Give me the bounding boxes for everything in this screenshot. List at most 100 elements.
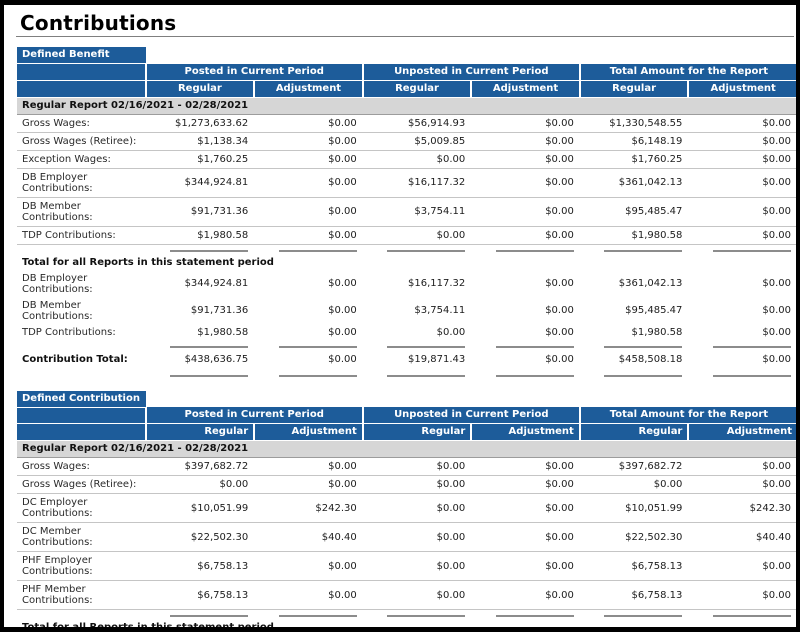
blank-header-cell [17, 80, 146, 98]
amount-cell: $0.00 [688, 475, 796, 494]
total-rule [495, 615, 574, 617]
amount-cell: $0.00 [362, 457, 472, 476]
totals-heading: Total for all Reports in this statement … [22, 622, 274, 632]
amount-cell: $0.00 [328, 305, 357, 316]
section-tab-defined-contribution: Defined Contribution [17, 390, 146, 408]
section-tab-defined-benefit: Defined Benefit [17, 47, 146, 64]
amount-cell: $0.00 [362, 150, 472, 169]
amount-cell: $0.00 [688, 114, 796, 133]
sub-header-regular: Regular [361, 80, 472, 98]
amount-cell: $1,760.25 [145, 150, 255, 169]
totals-heading-row: Total for all Reports in this statement … [17, 619, 796, 632]
table-row: DC Employer Contributions: $10,051.99 $2… [17, 493, 796, 523]
amount-cell: $1,980.58 [631, 326, 683, 338]
amount-cell: $0.00 [362, 493, 472, 523]
row-label: DC Member Contributions: [17, 522, 146, 552]
amount-cell: $0.00 [471, 522, 580, 552]
total-rule [278, 345, 357, 348]
amount-cell: $0.00 [579, 475, 689, 494]
blank-header-cell [17, 407, 146, 424]
total-rule [604, 249, 683, 252]
table-row: Exception Wages: $1,760.25 $0.00 $0.00 $… [17, 150, 796, 169]
amount-cell: $0.00 [254, 168, 363, 198]
row-label: Gross Wages: [17, 457, 146, 476]
amount-cell: $0.00 [254, 551, 363, 581]
total-rule [495, 249, 574, 252]
amount-cell: $1,980.58 [197, 326, 249, 338]
sub-header-adjustment: Adjustment [470, 423, 580, 441]
table-gap [4, 379, 796, 391]
amount-cell: $0.00 [362, 580, 472, 610]
amount-cell: $0.00 [762, 278, 791, 289]
amount-cell: $56,914.93 [362, 114, 472, 133]
group-header-row: Posted in Current Period Unposted in Cur… [17, 63, 796, 81]
total-table-row: DB Member Contributions: $91,731.36 $0.0… [17, 298, 796, 325]
total-rule [278, 249, 357, 252]
sub-header-row: Regular Adjustment Regular Adjustment Re… [17, 80, 796, 98]
amount-cell: $95,485.47 [625, 305, 683, 316]
table-row: Gross Wages: $1,273,633.62 $0.00 $56,914… [17, 114, 796, 133]
amount-cell: $0.00 [362, 226, 472, 245]
amount-cell: $0.00 [688, 580, 796, 610]
row-label: DB Member Contributions: [17, 197, 146, 227]
sub-header-adjustment: Adjustment [253, 423, 363, 441]
amount-cell: $5,009.85 [362, 132, 472, 151]
sub-header-adjustment: Adjustment [470, 80, 580, 98]
amount-cell: $0.00 [254, 580, 363, 610]
amount-cell: $0.00 [471, 580, 580, 610]
amount-cell: $3,754.11 [414, 305, 466, 316]
total-rule [713, 345, 791, 348]
report-band: Regular Report 02/16/2021 - 02/28/2021 [17, 440, 796, 458]
amount-cell: $0.00 [254, 114, 363, 133]
table-row: TDP Contributions: $1,980.58 $0.00 $0.00… [17, 226, 796, 245]
amount-cell: $0.00 [545, 278, 574, 289]
sub-header-regular: Regular [578, 423, 689, 441]
group-header-unposted: Unposted in Current Period [361, 407, 580, 424]
amount-cell: $0.00 [254, 150, 363, 169]
amount-cell: $0.00 [362, 551, 472, 581]
sub-header-regular: Regular [144, 423, 255, 441]
group-header-posted: Posted in Current Period [144, 407, 363, 424]
amount-cell: $40.40 [254, 522, 363, 552]
total-rule [387, 345, 466, 348]
amount-cell: $0.00 [688, 168, 796, 198]
amount-cell: $397,682.72 [579, 457, 689, 476]
amount-cell: $344,924.81 [184, 278, 249, 289]
amount-cell: $0.00 [471, 493, 580, 523]
amount-cell: $1,330,548.55 [579, 114, 689, 133]
amount-cell: $0.00 [254, 197, 363, 227]
sub-header-row: Regular Adjustment Regular Adjustment Re… [17, 423, 796, 441]
amount-cell: $0.00 [471, 226, 580, 245]
amount-cell: $0.00 [471, 197, 580, 227]
amount-cell: $6,758.13 [579, 551, 689, 581]
amount-cell: $1,760.25 [579, 150, 689, 169]
amount-cell: $0.00 [436, 326, 466, 338]
amount-cell: $6,758.13 [145, 580, 255, 610]
blank-header-cell [17, 63, 146, 81]
amount-cell: $0.00 [545, 326, 574, 338]
amount-cell: $0.00 [471, 150, 580, 169]
amount-cell: $91,731.36 [190, 305, 249, 316]
table-row: DC Member Contributions: $22,502.30 $40.… [17, 522, 796, 552]
total-rule [604, 374, 683, 377]
report-band-row: Regular Report 02/16/2021 - 02/28/2021 [17, 440, 796, 458]
amount-cell: $0.00 [688, 226, 796, 245]
amount-cell: $242.30 [688, 493, 796, 523]
amount-cell: $397,682.72 [145, 457, 255, 476]
group-header-total: Total Amount for the Report [578, 407, 796, 424]
total-rule [170, 374, 249, 377]
row-label: Gross Wages (Retiree): [17, 132, 146, 151]
title-divider [16, 36, 794, 37]
amount-cell: $0.00 [145, 475, 255, 494]
totals-heading-row: Total for all Reports in this statement … [17, 254, 796, 271]
amount-cell: $344,924.81 [145, 168, 255, 198]
total-rule [278, 374, 357, 377]
table-row: Gross Wages: $397,682.72 $0.00 $0.00 $0.… [17, 457, 796, 476]
amount-cell: $361,042.13 [579, 168, 689, 198]
amount-cell: $0.00 [762, 326, 791, 338]
total-rule [170, 345, 249, 348]
grand-total-amount: $458,508.18 [618, 353, 683, 365]
amount-cell: $0.00 [254, 226, 363, 245]
rule-row [17, 370, 796, 379]
row-label: Gross Wages (Retiree): [17, 475, 146, 494]
